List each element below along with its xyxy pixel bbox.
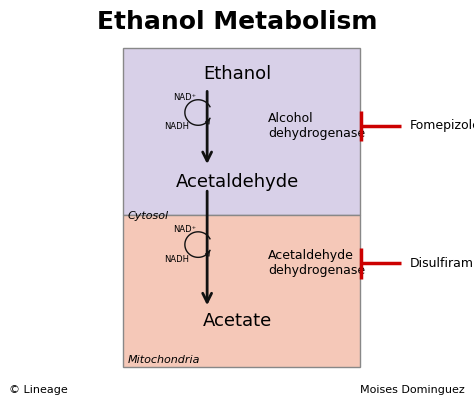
Text: NADH: NADH: [164, 122, 190, 132]
Bar: [123, 48, 360, 215]
Text: NADH: NADH: [164, 255, 190, 264]
Text: Ethanol: Ethanol: [203, 65, 271, 83]
Text: Acetate: Acetate: [202, 312, 272, 330]
Text: Alcohol
dehydrogenase: Alcohol dehydrogenase: [268, 112, 365, 140]
Text: NAD⁺: NAD⁺: [173, 93, 197, 102]
Text: Moises Dominguez: Moises Dominguez: [360, 385, 465, 395]
Text: Fomepizole: Fomepizole: [410, 119, 474, 132]
Bar: [123, 215, 360, 367]
Text: Cytosol: Cytosol: [128, 211, 169, 221]
Text: Disulfiram: Disulfiram: [410, 257, 474, 270]
Text: NAD⁺: NAD⁺: [173, 225, 197, 234]
Text: Mitochondria: Mitochondria: [128, 355, 201, 365]
Text: © Lineage: © Lineage: [9, 385, 68, 395]
Text: Acetaldehyde
dehydrogenase: Acetaldehyde dehydrogenase: [268, 249, 365, 277]
Text: Ethanol Metabolism: Ethanol Metabolism: [97, 10, 377, 34]
Text: Acetaldehyde: Acetaldehyde: [175, 172, 299, 191]
